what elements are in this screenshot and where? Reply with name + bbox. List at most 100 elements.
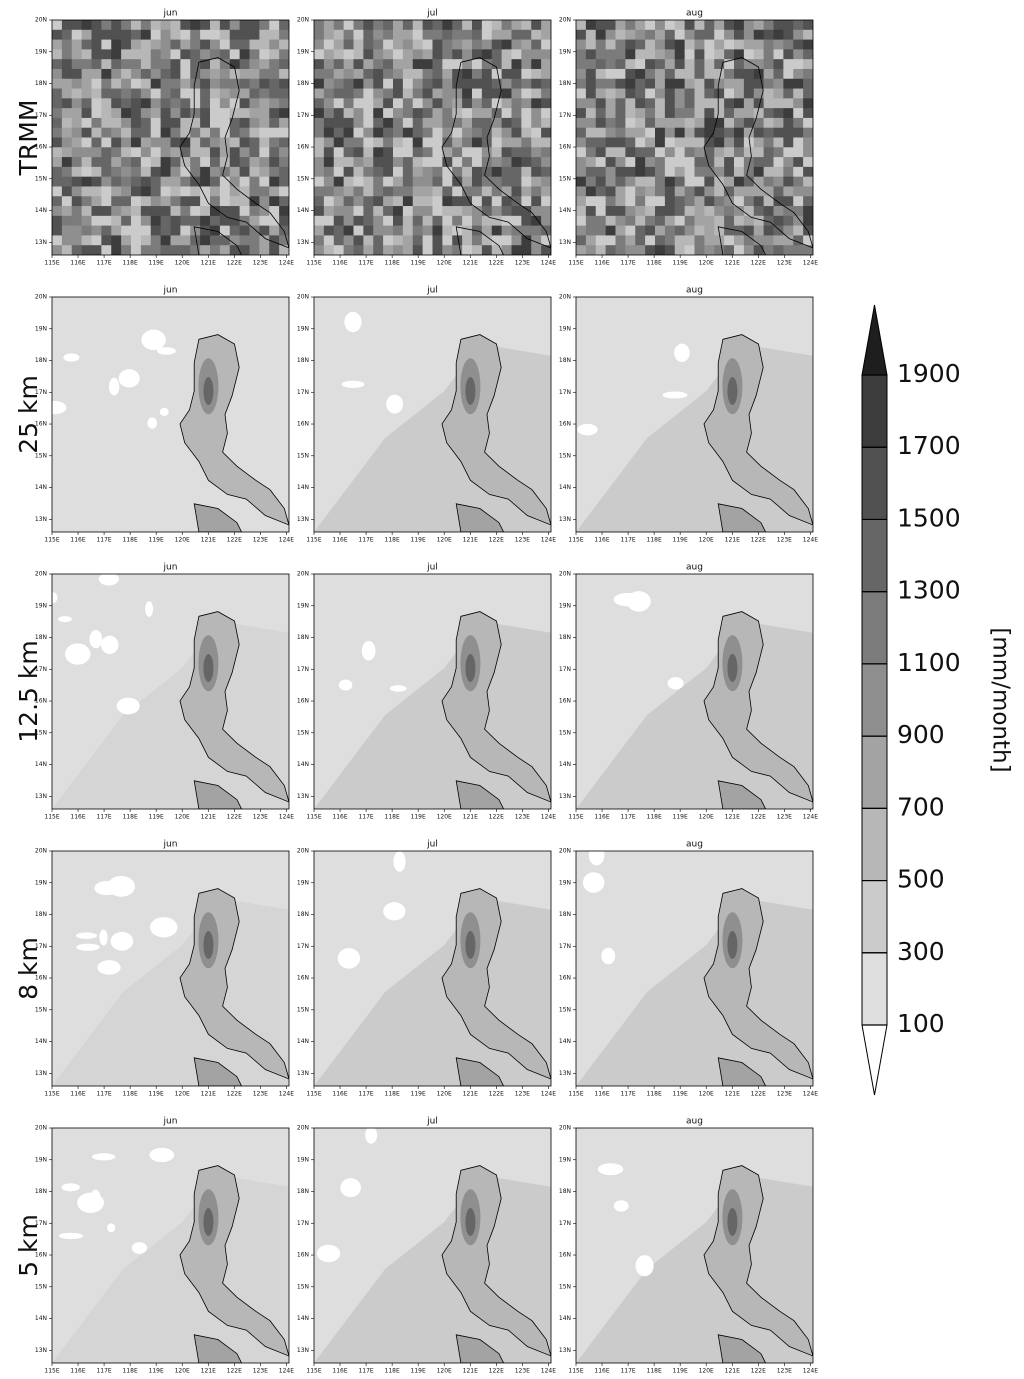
field-cell xyxy=(442,117,453,129)
field-cell xyxy=(170,166,181,178)
field-cell xyxy=(585,127,597,138)
field-peak xyxy=(203,377,214,405)
field-cell xyxy=(481,108,493,119)
field-cell xyxy=(753,20,765,31)
field-cell xyxy=(753,78,765,90)
field-cell xyxy=(531,98,542,109)
field-cell xyxy=(383,196,394,207)
field-cell xyxy=(81,29,92,41)
field-cell xyxy=(452,147,463,158)
field-cell xyxy=(743,137,755,148)
y-tick-label: 18N xyxy=(559,911,571,918)
field-cell xyxy=(393,127,404,138)
field-cell xyxy=(150,166,162,178)
field-cell xyxy=(793,215,804,227)
field-cell xyxy=(753,68,765,80)
y-tick-label: 13N xyxy=(35,1347,47,1354)
y-tick-label: 13N xyxy=(35,239,47,246)
x-tick-label: 115E xyxy=(44,814,59,821)
field-cell xyxy=(645,245,656,255)
field-cell xyxy=(595,59,607,70)
field-cell xyxy=(452,166,463,178)
field-dry xyxy=(116,697,140,715)
y-tick-label: 15N xyxy=(35,1283,47,1290)
field-cell xyxy=(52,49,63,60)
field-cell xyxy=(704,108,715,119)
field-cell xyxy=(743,196,755,207)
field-cell xyxy=(783,225,794,236)
field-cell xyxy=(200,29,211,41)
coastline xyxy=(703,611,813,803)
field-cell xyxy=(150,108,162,119)
field-cell xyxy=(625,147,636,158)
field-cell xyxy=(763,117,774,129)
field-cell xyxy=(180,59,191,70)
field-cell xyxy=(239,137,250,148)
field-cell xyxy=(541,215,551,227)
field-cell xyxy=(595,206,607,217)
field-cell xyxy=(200,49,211,60)
x-tick-label: 120E xyxy=(699,260,714,267)
field-dry xyxy=(383,902,406,921)
coastline xyxy=(717,780,767,809)
field-cell xyxy=(625,20,636,31)
field-cell xyxy=(501,59,512,70)
field-cell xyxy=(111,235,122,246)
field-cell xyxy=(353,39,364,50)
field-cell xyxy=(373,39,384,50)
field-cell xyxy=(432,59,443,70)
field-cell xyxy=(694,166,705,178)
field-cell xyxy=(353,68,364,80)
field-cell xyxy=(239,157,250,168)
field-cell xyxy=(615,235,626,246)
field-cell xyxy=(111,39,122,50)
field-cell xyxy=(714,78,725,90)
field-cell xyxy=(259,88,270,99)
colorbar-label: 1300 xyxy=(897,576,961,605)
field-cell xyxy=(91,176,102,187)
field-cell xyxy=(674,49,686,60)
field-cell xyxy=(773,157,784,168)
field-cell xyxy=(655,166,666,178)
field-cell xyxy=(363,206,374,217)
field-cell xyxy=(541,186,551,197)
field-cell xyxy=(314,127,325,138)
field-cell xyxy=(111,176,122,187)
field-cell xyxy=(645,225,656,236)
field-cell xyxy=(625,49,636,60)
field-cell xyxy=(210,137,221,148)
field-cell xyxy=(714,137,725,148)
field-cell xyxy=(61,196,73,207)
field-cell xyxy=(170,29,181,41)
field-cell xyxy=(462,98,473,109)
field-cell xyxy=(743,108,755,119)
field-cell xyxy=(511,137,522,148)
field-cell xyxy=(383,98,394,109)
field-cell xyxy=(472,206,483,217)
x-tick-label: 120E xyxy=(699,1368,714,1375)
map-field xyxy=(314,20,551,255)
field-cell xyxy=(452,225,463,236)
x-tick-label: 115E xyxy=(44,1368,59,1375)
panel-frame xyxy=(51,19,290,256)
field-cell xyxy=(481,29,493,41)
field-cell xyxy=(595,68,607,80)
row-label: 25 km xyxy=(14,375,43,454)
field-cell xyxy=(412,127,424,138)
field-cell xyxy=(763,39,774,50)
field-cell xyxy=(363,127,374,138)
field-cell xyxy=(190,235,201,246)
field-cell xyxy=(753,117,765,129)
x-tick-label: 115E xyxy=(568,814,583,821)
field-cell xyxy=(793,78,804,90)
field-cell xyxy=(684,117,695,129)
field-cell xyxy=(200,206,211,217)
field-cell xyxy=(249,29,260,41)
field-cell xyxy=(585,206,597,217)
field-cell xyxy=(704,245,715,255)
field-cell xyxy=(585,88,597,99)
field-cell xyxy=(743,78,755,90)
field-cell xyxy=(595,186,607,197)
field-cell xyxy=(803,49,813,60)
field-cell xyxy=(393,166,404,178)
